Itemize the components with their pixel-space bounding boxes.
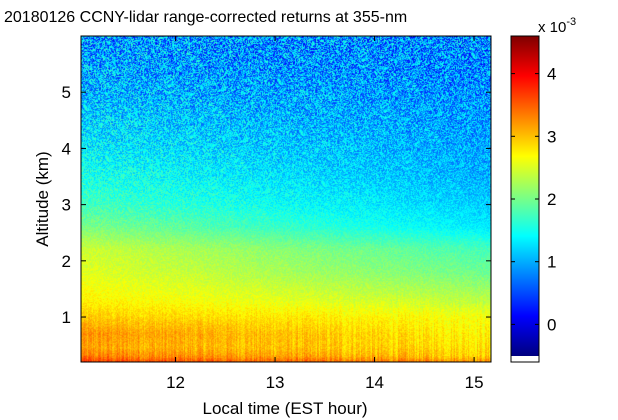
x-tick-label: 13: [266, 373, 285, 392]
x-tick-label: 15: [465, 373, 484, 392]
colorbar-tick-label: 4: [547, 65, 556, 84]
colorbar-ticks: 0 1 2 3 4: [511, 65, 556, 334]
y-tick-label: 5: [62, 83, 71, 102]
colorbar-tick-label: 2: [547, 190, 556, 209]
colorbar-multiplier-exponent: -3: [566, 16, 576, 28]
x-tick-label: 12: [166, 373, 185, 392]
y-tick-label: 2: [62, 252, 71, 271]
colorbar-gradient: [511, 36, 539, 356]
colorbar-tick-label: 3: [547, 127, 556, 146]
y-axis-label: Altitude (km): [33, 151, 52, 246]
colorbar-multiplier: x 10-3: [538, 16, 576, 36]
colorbar-multiplier-base: x 10: [538, 19, 566, 36]
y-tick-label: 3: [62, 196, 71, 215]
chart-title: 20180126 CCNY-lidar range-corrected retu…: [4, 9, 407, 26]
y-tick-label: 4: [62, 139, 71, 158]
plot-frame: [80, 35, 492, 363]
y-tick-label: 1: [62, 308, 71, 327]
colorbar-tick-label: 1: [547, 253, 556, 272]
colorbar-tick-label: 0: [547, 315, 556, 334]
x-axis-label: Local time (EST hour): [202, 399, 367, 418]
heatmap-image: [81, 36, 491, 362]
x-tick-label: 14: [365, 373, 384, 392]
y-axis-ticks: 1 2 3 4 5: [62, 83, 491, 327]
x-axis-ticks: 12 13 14 15: [166, 36, 484, 392]
colorbar: 0 1 2 3 4 x 10-3: [510, 16, 576, 363]
